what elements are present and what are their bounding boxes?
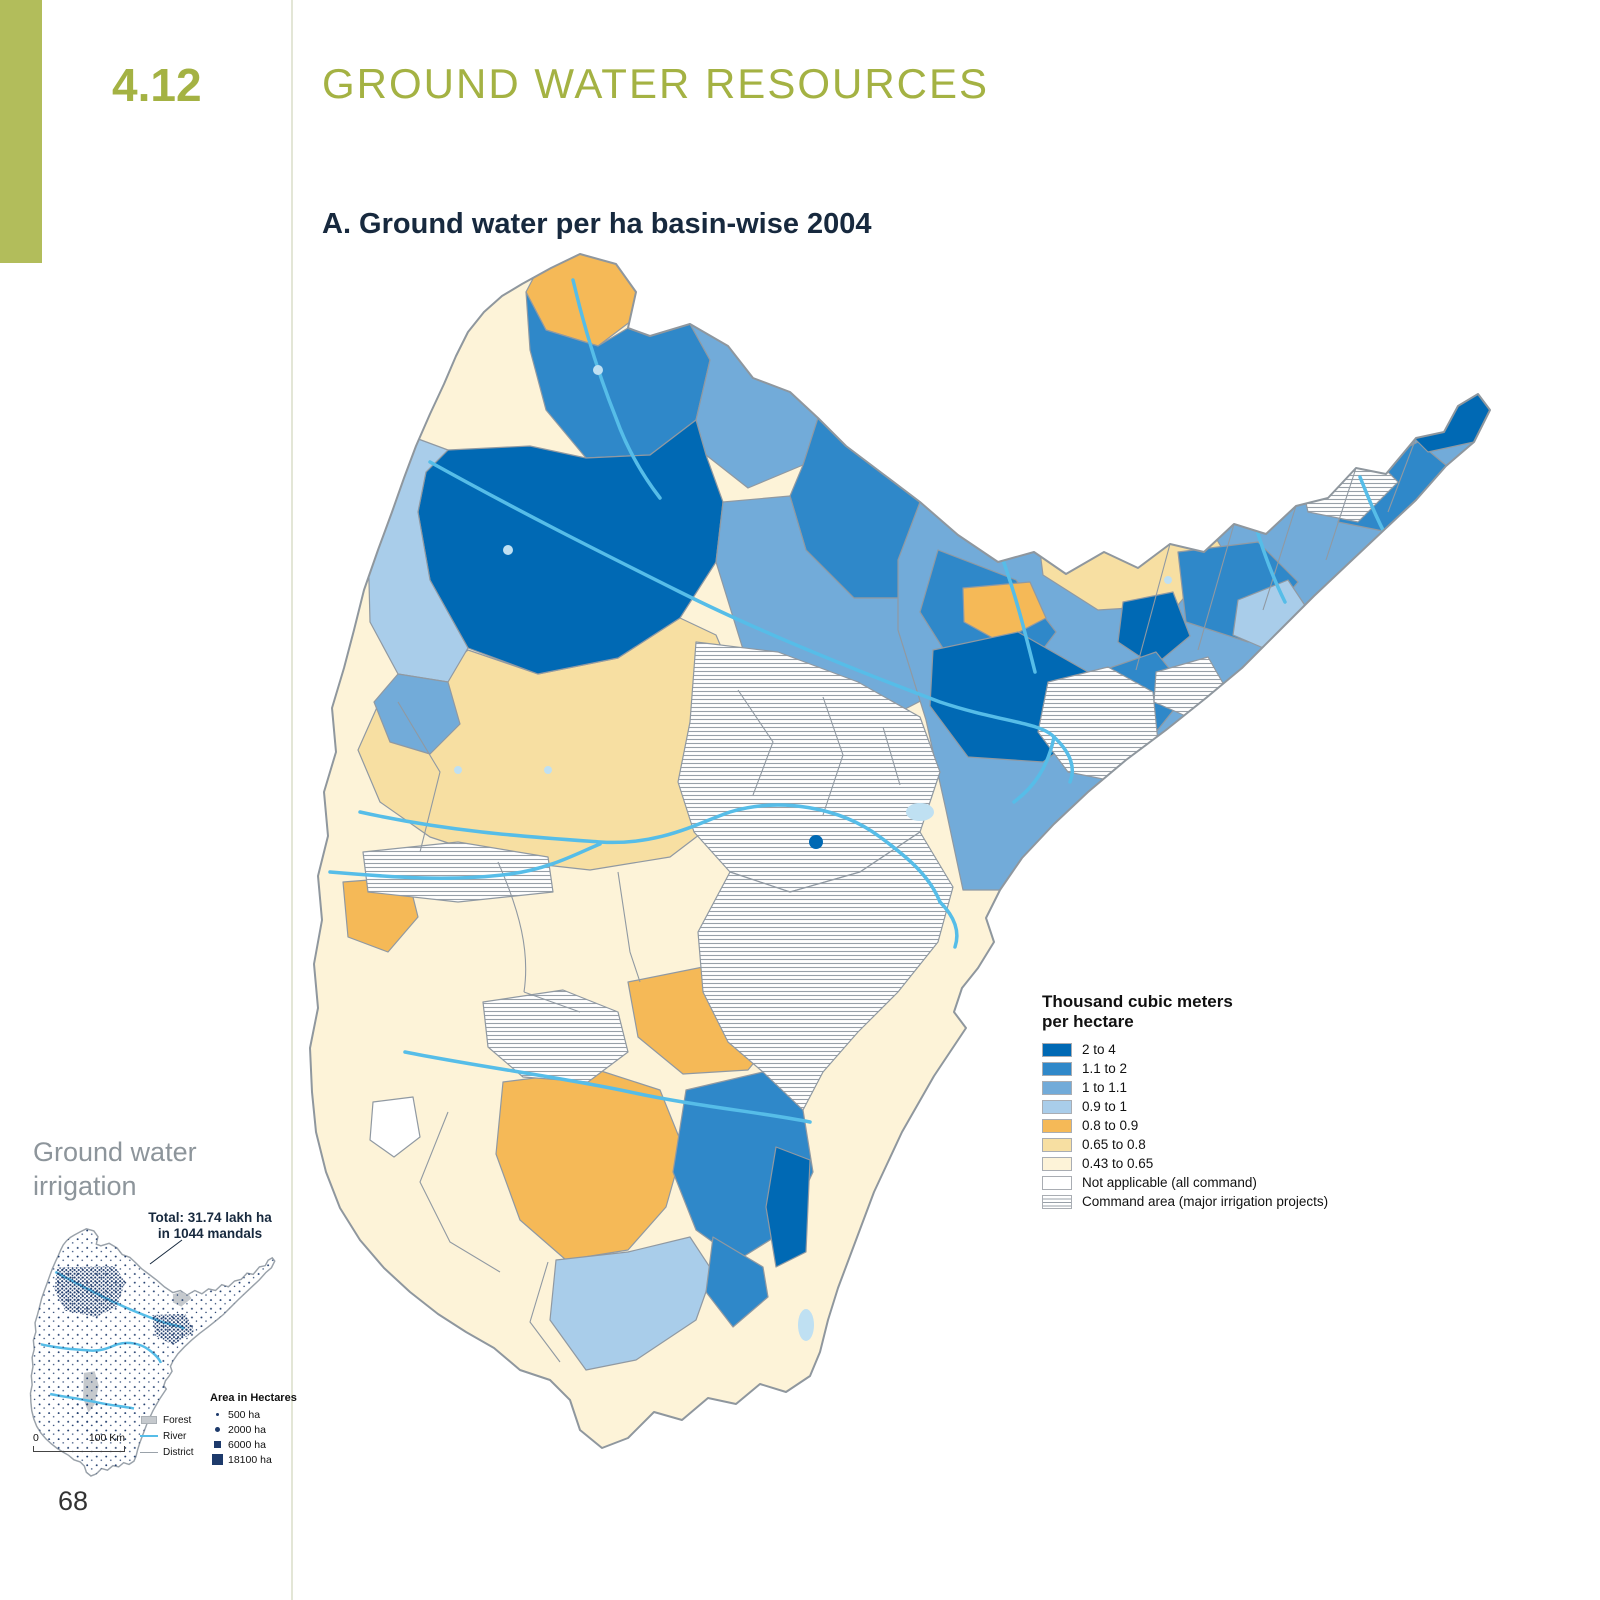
forest-swatch xyxy=(140,1416,158,1424)
legend-item: 1.1 to 2 xyxy=(1042,1059,1352,1078)
legend-swatch-hatch xyxy=(1042,1194,1072,1209)
scale-end-label: 100 Km xyxy=(88,1432,125,1444)
inset-annotation-line2: in 1044 mandals xyxy=(157,1226,263,1242)
groundwater-irrigation-inset-map xyxy=(29,1228,276,1477)
line-legend-label: District xyxy=(163,1446,194,1458)
legend-item: 2 to 4 xyxy=(1042,1040,1352,1059)
inset-dots xyxy=(30,1228,275,1476)
scale-rule xyxy=(33,1446,125,1452)
legend-swatch xyxy=(1042,1137,1072,1152)
area-legend-item: 18100 ha xyxy=(210,1452,297,1467)
legend-title-line1: Thousand cubic meters xyxy=(1042,992,1233,1011)
area-legend-label: 6000 ha xyxy=(228,1438,266,1451)
area-legend-label: 2000 ha xyxy=(228,1423,266,1436)
dot-marker-small xyxy=(210,1413,224,1416)
square-marker-large xyxy=(210,1454,224,1465)
legend-label: 2 to 4 xyxy=(1082,1042,1116,1058)
legend-swatch xyxy=(1042,1042,1072,1057)
legend-item: Not applicable (all command) xyxy=(1042,1173,1352,1192)
legend-item: 1 to 1.1 xyxy=(1042,1078,1352,1097)
legend-title: Thousand cubic meters per hectare xyxy=(1042,992,1352,1031)
sidebar-divider xyxy=(291,0,293,1600)
area-legend-label: 500 ha xyxy=(228,1408,261,1421)
legend-title-line2: per hectare xyxy=(1042,1011,1134,1031)
river-swatch xyxy=(140,1435,158,1437)
legend-item: 0.43 to 0.65 xyxy=(1042,1154,1352,1173)
annotation-pointer-line xyxy=(149,1239,183,1265)
district-swatch xyxy=(140,1451,158,1453)
inset-scale-bar: 0 100 Km xyxy=(33,1432,125,1452)
line-legend-item: River xyxy=(140,1428,194,1444)
inset-annotation: Total: 31.74 lakh ha in 1044 mandals xyxy=(120,1210,300,1242)
inset-area-legend: Area in Hectares 500 ha 2000 ha 6000 ha … xyxy=(210,1392,297,1467)
inset-heading: Ground water irrigation xyxy=(33,1136,197,1204)
page-title: GROUND WATER RESOURCES xyxy=(322,60,990,107)
legend-item: 0.8 to 0.9 xyxy=(1042,1116,1352,1135)
map-boundaries xyxy=(397,437,1417,1363)
area-legend-item: 2000 ha xyxy=(210,1422,297,1437)
legend-swatch xyxy=(1042,1080,1072,1095)
inset-annotation-line1: Total: 31.74 lakh ha xyxy=(148,1210,272,1225)
area-legend-label: 18100 ha xyxy=(228,1453,272,1466)
legend-label: 1 to 1.1 xyxy=(1082,1080,1128,1096)
legend-items: 2 to 4 1.1 to 2 1 to 1.1 0.9 to 1 0.8 to… xyxy=(1042,1040,1352,1211)
line-legend-label: River xyxy=(163,1430,187,1442)
legend-label: 1.1 to 2 xyxy=(1082,1061,1128,1077)
legend-swatch xyxy=(1042,1061,1072,1076)
inset-heading-line1: Ground water xyxy=(33,1137,197,1167)
groundwater-basin-map xyxy=(309,253,1491,1449)
legend-swatch xyxy=(1042,1099,1072,1114)
legend-item: Command area (major irrigation projects) xyxy=(1042,1192,1352,1211)
section-number: 4.12 xyxy=(112,59,202,111)
scale-labels: 0 100 Km xyxy=(33,1432,125,1444)
legend-item: 0.65 to 0.8 xyxy=(1042,1135,1352,1154)
legend-label: Command area (major irrigation projects) xyxy=(1082,1194,1329,1210)
area-legend-item: 6000 ha xyxy=(210,1437,297,1452)
line-legend-label: Forest xyxy=(163,1414,192,1426)
line-legend-item: Forest xyxy=(140,1412,194,1428)
line-legend-item: District xyxy=(140,1444,194,1460)
dot-marker-medium xyxy=(210,1427,224,1432)
legend-label: 0.9 to 1 xyxy=(1082,1099,1128,1115)
area-legend-item: 500 ha xyxy=(210,1407,297,1422)
sidebar-accent-band xyxy=(0,0,42,263)
inset-line-legend: Forest River District xyxy=(140,1412,194,1460)
legend-swatch xyxy=(1042,1118,1072,1133)
legend-item: 0.9 to 1 xyxy=(1042,1097,1352,1116)
legend-swatch xyxy=(1042,1156,1072,1171)
legend-label: 0.65 to 0.8 xyxy=(1082,1137,1146,1153)
scale-start-label: 0 xyxy=(33,1432,39,1444)
inset-heading-line2: irrigation xyxy=(33,1170,137,1201)
legend-label: 0.8 to 0.9 xyxy=(1082,1118,1139,1134)
page-number: 68 xyxy=(58,1486,89,1516)
legend-swatch xyxy=(1042,1175,1072,1190)
map-legend: Thousand cubic meters per hectare 2 to 4… xyxy=(1042,992,1352,1211)
legend-label: 0.43 to 0.65 xyxy=(1082,1156,1154,1172)
map-subtitle: A. Ground water per ha basin-wise 2004 xyxy=(322,208,872,240)
square-marker-medium xyxy=(210,1441,224,1448)
inset-area-legend-title: Area in Hectares xyxy=(210,1392,297,1404)
legend-label: Not applicable (all command) xyxy=(1082,1175,1257,1191)
